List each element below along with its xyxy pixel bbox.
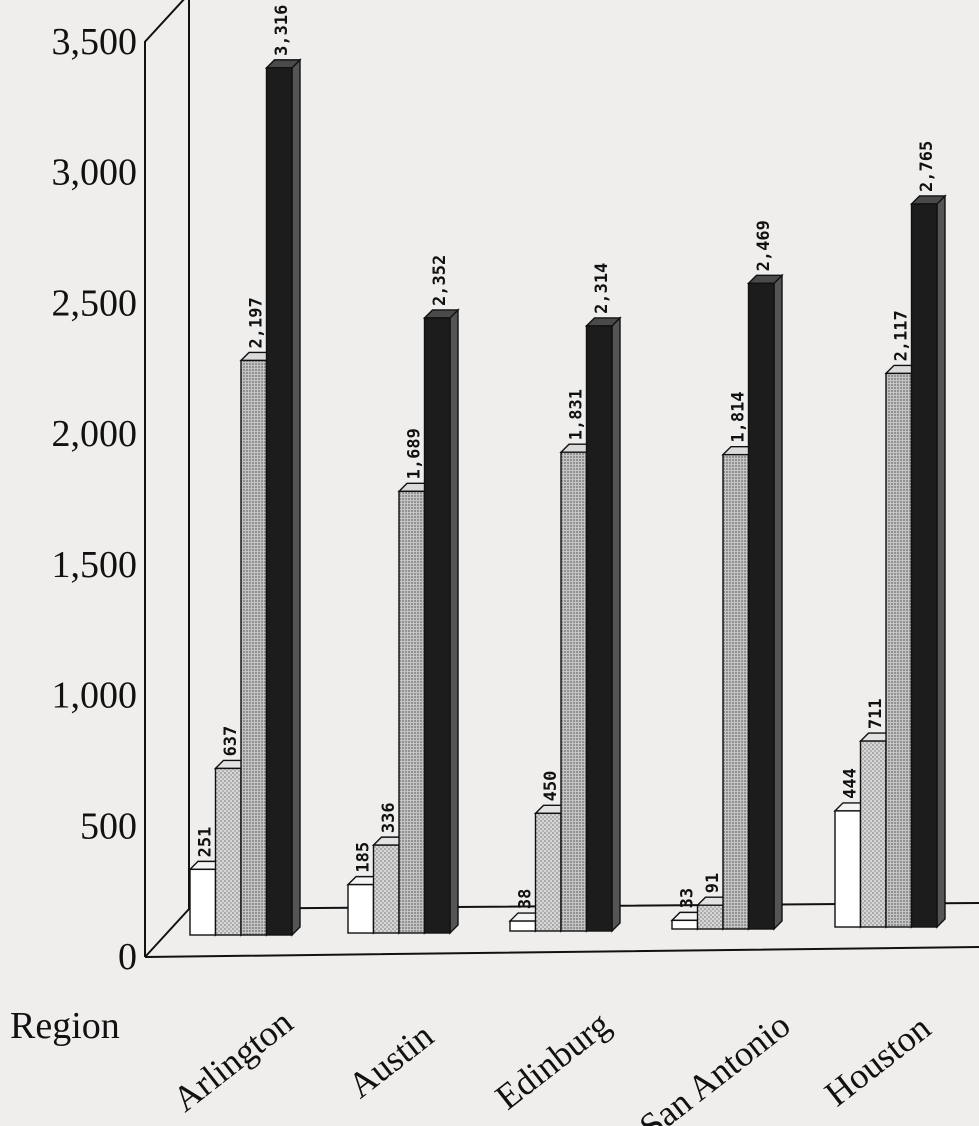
y-axis: 0 500 1,000 1,500 2,000 2,500 3,000 3,500 bbox=[52, 21, 138, 978]
bar bbox=[585, 325, 613, 932]
bar bbox=[214, 767, 242, 936]
back-wall bbox=[188, 0, 190, 909]
bar-group-arlington: 251 637 2,197 3,316 bbox=[188, 5, 302, 937]
data-label: 1,831 bbox=[567, 389, 587, 440]
data-label: 33 bbox=[678, 888, 698, 908]
bar bbox=[671, 919, 699, 930]
bar bbox=[834, 810, 862, 928]
bar bbox=[423, 317, 451, 934]
bar-group-edinburg: 38 450 1,831 2,314 bbox=[508, 263, 622, 933]
side-wall bbox=[144, 0, 185, 957]
y-tick-label: 1,500 bbox=[52, 544, 138, 586]
data-label: 2,314 bbox=[592, 263, 612, 314]
bar-side bbox=[611, 316, 621, 933]
data-label: 91 bbox=[703, 873, 723, 893]
bar bbox=[747, 282, 775, 930]
y-tick-label: 3,500 bbox=[52, 21, 138, 63]
data-label: 251 bbox=[196, 827, 216, 858]
data-label: 336 bbox=[379, 802, 399, 833]
bar bbox=[722, 453, 750, 930]
bar bbox=[534, 812, 562, 932]
data-label: 450 bbox=[541, 771, 561, 802]
data-label: 38 bbox=[516, 889, 536, 909]
y-tick-label: 500 bbox=[80, 805, 137, 847]
bar bbox=[910, 203, 938, 928]
x-tick-label: Austin bbox=[340, 1015, 440, 1106]
bar bbox=[398, 490, 426, 934]
bar bbox=[885, 372, 913, 928]
data-label: 2,765 bbox=[917, 141, 937, 192]
data-label: 444 bbox=[841, 768, 861, 799]
x-tick-label: Edinburg bbox=[488, 1004, 618, 1118]
data-label: 2,117 bbox=[892, 310, 912, 361]
bar bbox=[265, 67, 293, 936]
x-axis: Arlington Austin Edinburg San Antonio Housto… bbox=[165, 1002, 938, 1126]
bar-side bbox=[449, 308, 459, 935]
bar bbox=[189, 868, 217, 936]
bar-side bbox=[773, 273, 783, 931]
bar-side bbox=[291, 58, 301, 937]
bar bbox=[560, 451, 588, 932]
data-label: 3,316 bbox=[272, 5, 292, 56]
y-tick-label: 3,000 bbox=[52, 152, 138, 194]
data-label: 1,814 bbox=[729, 391, 749, 442]
bar bbox=[696, 904, 724, 930]
x-axis-label: Region bbox=[10, 1005, 120, 1047]
data-label: 1,689 bbox=[405, 428, 425, 479]
bar bbox=[240, 359, 268, 936]
bar bbox=[859, 740, 887, 928]
y-tick-label: 2,500 bbox=[52, 282, 138, 324]
data-label: 2,352 bbox=[430, 255, 450, 306]
bar bbox=[509, 920, 537, 932]
data-label: 637 bbox=[221, 726, 241, 757]
x-tick-label: Houston bbox=[817, 1007, 938, 1114]
bar-side bbox=[936, 194, 946, 929]
data-label: 185 bbox=[354, 842, 374, 873]
y-tick-label: 2,000 bbox=[52, 413, 138, 455]
data-label: 2,469 bbox=[754, 220, 774, 271]
bar-group-houston: 444 711 2,117 2,765 bbox=[833, 141, 947, 929]
data-label: 711 bbox=[866, 698, 886, 729]
bar bbox=[372, 844, 400, 934]
y-tick-label: 0 bbox=[118, 936, 137, 978]
data-label: 2,197 bbox=[247, 297, 267, 348]
y-tick-label: 1,000 bbox=[52, 675, 138, 717]
bar bbox=[347, 883, 375, 934]
x-tick-label: San Antonio bbox=[632, 1005, 798, 1126]
x-tick-label: Arlington bbox=[165, 1002, 300, 1120]
